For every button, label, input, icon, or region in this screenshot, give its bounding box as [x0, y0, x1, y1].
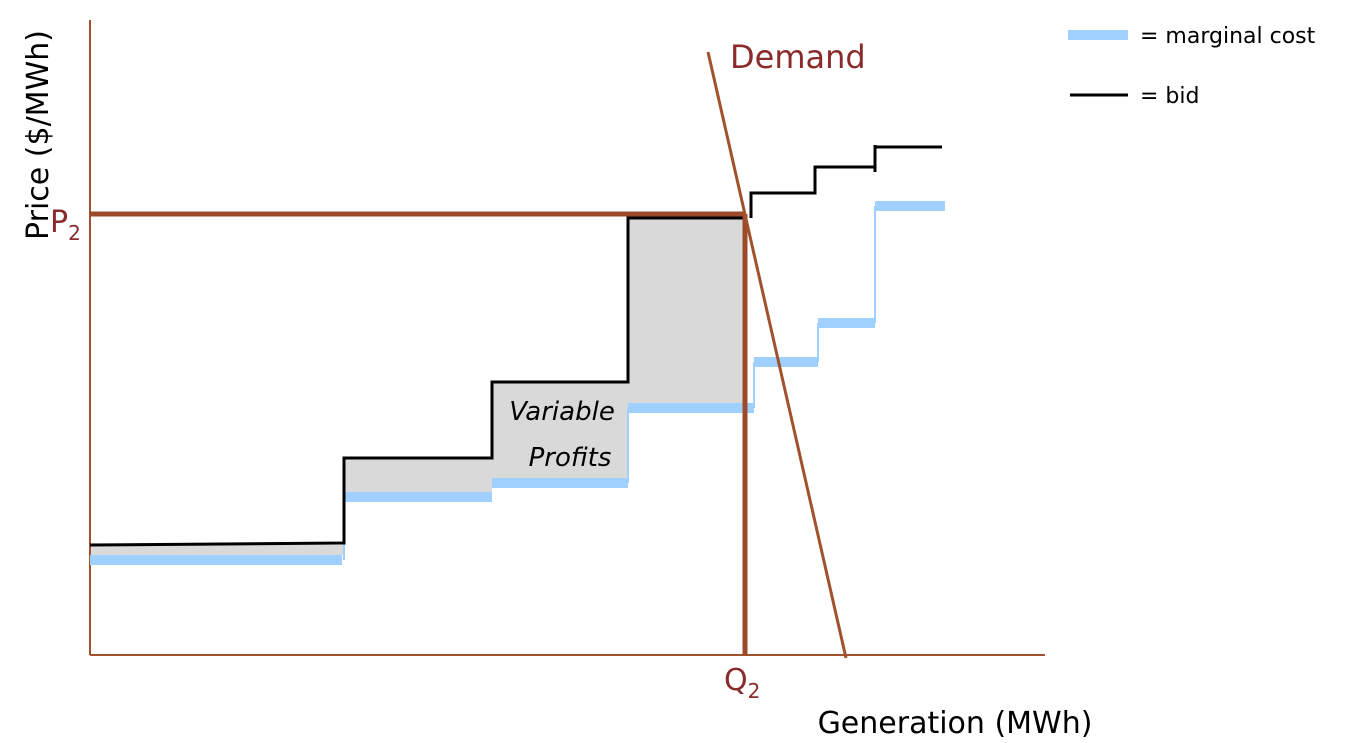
quantity-label-subscript: 2	[748, 679, 761, 703]
x-axis-label: Generation (MWh)	[818, 706, 1093, 741]
price-label-subscript: 2	[68, 221, 81, 245]
demand-line	[706, 51, 848, 659]
area-label: Variable	[509, 397, 615, 427]
legend-swatch	[1068, 30, 1128, 40]
profit-area	[90, 218, 745, 555]
marginal-cost-curve	[90, 201, 945, 565]
demand-label: Demand	[730, 38, 866, 76]
price-label-text: P	[50, 205, 68, 240]
quantity-label-text: Q	[724, 663, 748, 698]
quantity-label: Q2	[724, 663, 760, 703]
y-axis-label: Price ($/MWh)	[21, 30, 56, 240]
bid-curve	[89, 216, 745, 547]
bid-curve	[749, 145, 942, 218]
price-label: P2	[50, 205, 81, 245]
legend-label: = marginal cost	[1140, 24, 1316, 49]
legend-label: = bid	[1140, 84, 1199, 109]
area-label: Profits	[529, 443, 612, 473]
